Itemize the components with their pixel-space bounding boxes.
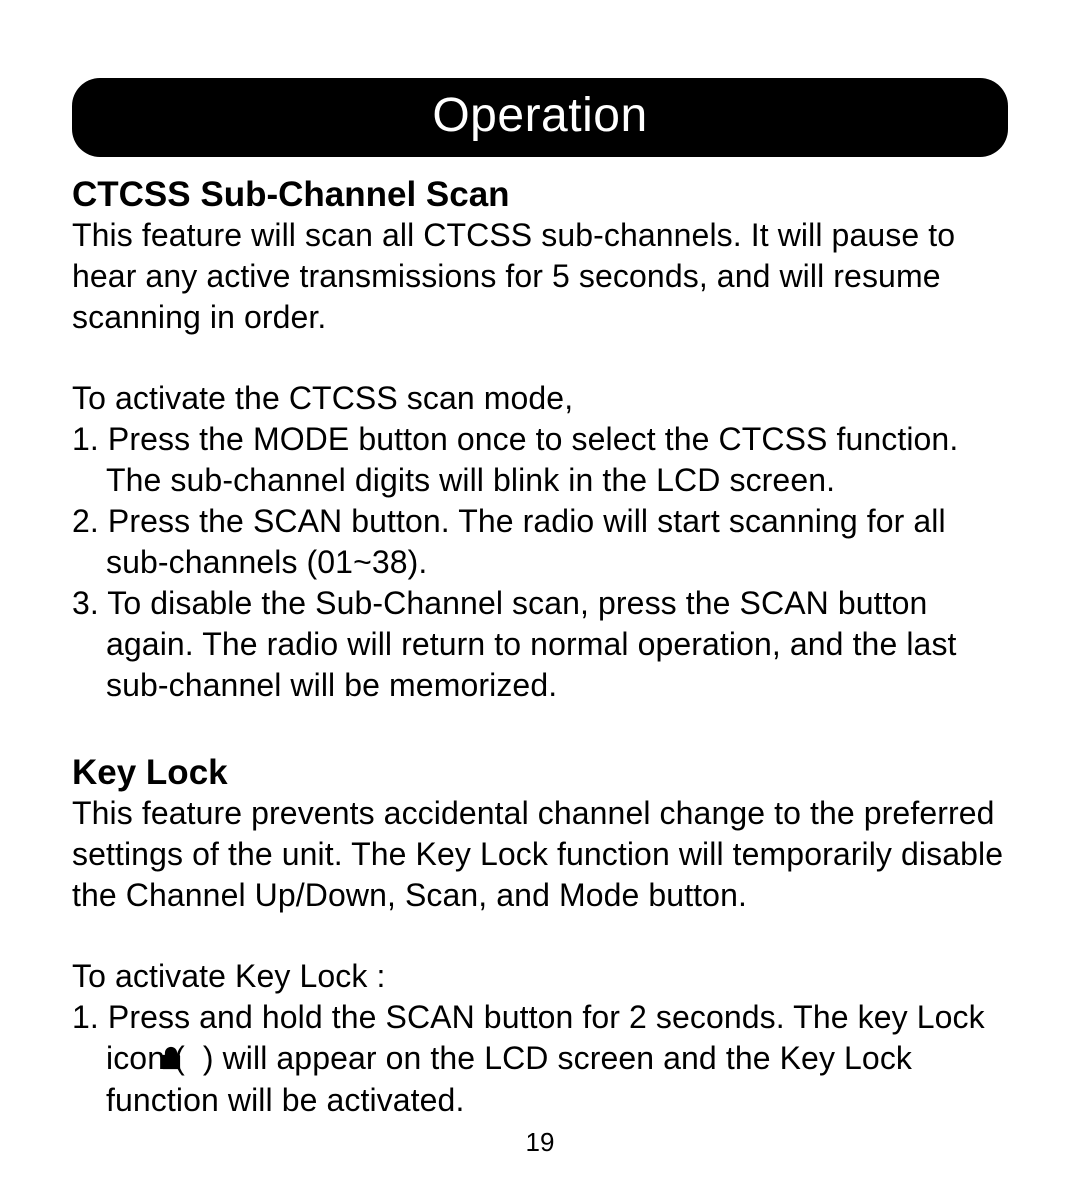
heading-key-lock: Key Lock xyxy=(72,753,1008,793)
spacer xyxy=(72,705,1008,745)
keylock-intro-text: This feature prevents accidental channel… xyxy=(72,793,1008,916)
spacer xyxy=(72,338,1008,378)
ctcss-activate-line: To activate the CTCSS scan mode, xyxy=(72,378,1008,419)
heading-ctcss-sub-channel-scan: CTCSS Sub-Channel Scan xyxy=(72,175,1008,215)
ctcss-step-1: 1. Press the MODE button once to select … xyxy=(72,419,1008,501)
spacer xyxy=(72,916,1008,956)
ctcss-step-2: 2. Press the SCAN button. The radio will… xyxy=(72,501,1008,583)
keylock-step-1-post: ) will appear on the LCD screen and the … xyxy=(106,1040,912,1118)
page-number: 19 xyxy=(0,1127,1080,1158)
ctcss-step-3: 3. To disable the Sub-Channel scan, pres… xyxy=(72,583,1008,706)
section-header-pill: Operation xyxy=(72,78,1008,157)
keylock-activate-line: To activate Key Lock : xyxy=(72,956,1008,997)
keylock-step-1: 1. Press and hold the SCAN button for 2 … xyxy=(72,997,1008,1121)
ctcss-intro-text: This feature will scan all CTCSS sub-cha… xyxy=(72,215,1008,338)
